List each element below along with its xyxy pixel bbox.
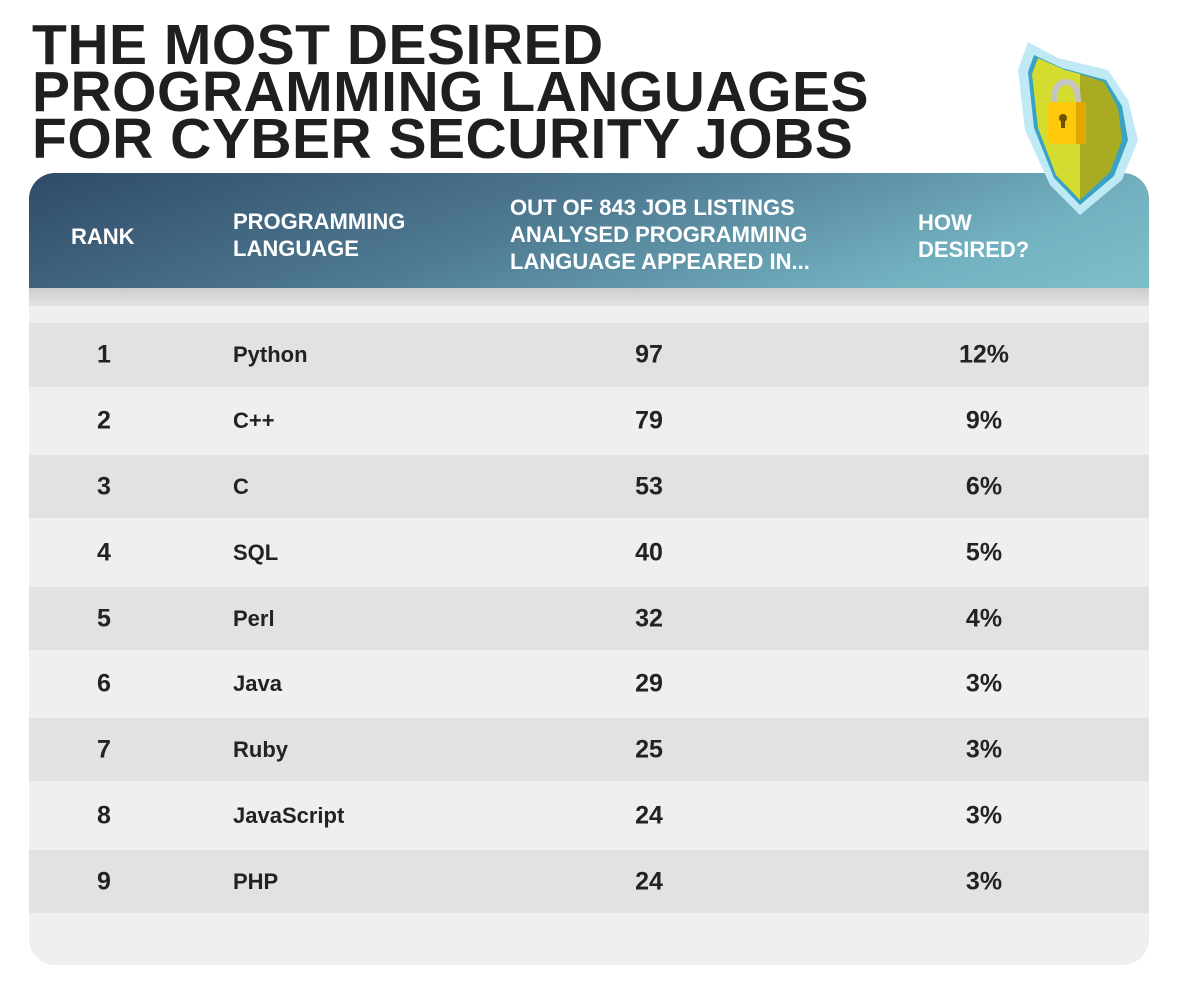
cell-rank: 1 [97,340,111,369]
cell-count: 24 [635,801,663,829]
cell-count: 24 [635,867,663,895]
table-header: RANK PROGRAMMING LANGUAGE OUT OF 843 JOB … [29,173,1149,288]
cell-language: Java [233,671,282,696]
cell-pct: 12% [958,340,1010,369]
table-row: 6 Java 29 3% [29,650,1149,718]
cell-count: 25 [635,735,663,763]
header-language: PROGRAMMING LANGUAGE [233,208,405,262]
cell-rank: 3 [97,472,111,500]
table-row: 7 Ruby 25 3% [29,718,1149,781]
header-rank: RANK [71,223,135,250]
header-text: DESIRED? [918,237,1030,262]
cell-rank: 5 [97,604,111,632]
cell-pct: 9% [965,406,1003,435]
table-row: 1 Python 97 12% [29,323,1149,387]
header-text: PROGRAMMING [233,209,406,234]
cell-language: Perl [233,605,275,631]
title-line: PROGRAMMING LANGUAGES [32,60,869,124]
title-line: FOR CYBER SECURITY JOBS [32,107,854,171]
table-row: 4 SQL 40 5% [29,518,1149,587]
cell-count: 32 [635,604,663,632]
cell-language: PHP [233,868,279,894]
header-text: OUT OF 843 JOB LISTINGS [510,195,795,220]
cell-pct: 5% [965,538,1003,566]
cell-pct: 3% [965,867,1003,895]
header-shadow [29,288,1149,306]
title-line: THE MOST DESIRED [32,13,604,77]
header-text: LANGUAGE [233,236,359,261]
cell-pct: 6% [965,472,1003,500]
cell-rank: 6 [97,669,111,698]
cell-rank: 8 [97,801,111,829]
header-text: RANK [71,224,135,249]
cell-rank: 9 [97,867,111,895]
cell-pct: 4% [965,604,1003,632]
header-desired: HOW DESIRED? [918,209,1029,263]
header-text: HOW [918,210,972,235]
header-text: LANGUAGE APPEARED IN... [510,249,810,274]
page-title: THE MOST DESIRED PROGRAMMING LANGUAGES F… [32,13,869,171]
header-text: ANALYSED PROGRAMMING [510,222,808,247]
table-row: 5 Perl 32 4% [29,587,1149,650]
cell-pct: 3% [965,669,1003,698]
cell-rank: 2 [97,406,111,435]
table-row: 3 C 53 6% [29,455,1149,518]
cell-pct: 3% [965,801,1003,829]
cell-pct: 3% [965,735,1003,763]
cell-count: 29 [635,669,663,698]
cell-rank: 4 [97,538,111,566]
cell-language: C++ [233,408,275,433]
cell-language: C [233,473,249,499]
table-row: 8 JavaScript 24 3% [29,781,1149,850]
cell-rank: 7 [97,735,111,763]
table-row: 9 PHP 24 3% [29,850,1149,913]
cell-count: 97 [635,340,663,369]
header-count: OUT OF 843 JOB LISTINGS ANALYSED PROGRAMM… [510,194,810,275]
cell-count: 79 [635,406,663,435]
cell-language: Python [233,342,308,367]
cell-count: 40 [635,538,663,566]
cell-count: 53 [635,472,663,500]
shield-padlock-icon [1018,42,1138,215]
cell-language: SQL [233,539,279,565]
cell-language: JavaScript [233,802,345,828]
table-card: RANK PROGRAMMING LANGUAGE OUT OF 843 JOB … [29,173,1149,965]
table-row: 2 C++ 79 9% [29,387,1149,455]
cell-language: Ruby [233,736,288,762]
